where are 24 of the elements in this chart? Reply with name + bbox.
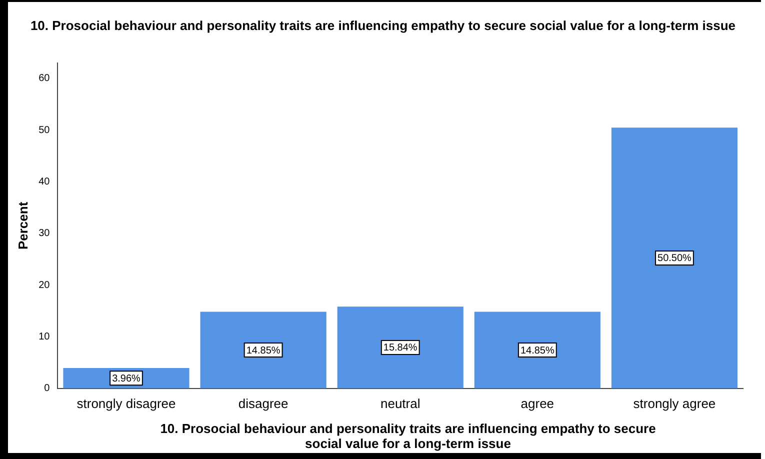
- bar: [337, 306, 464, 388]
- data-label: 14.85%: [246, 345, 280, 356]
- data-label: 15.84%: [383, 342, 418, 354]
- x-tick-label: neutral: [380, 396, 420, 411]
- x-tick-label: disagree: [238, 396, 288, 411]
- y-tick-label: 0: [44, 383, 50, 394]
- bar: [611, 128, 738, 388]
- y-tick-label: 60: [38, 73, 50, 84]
- y-tick-label: 40: [38, 176, 50, 188]
- y-tick-label: 10: [38, 332, 50, 342]
- bar: [474, 312, 600, 388]
- data-label: 14.85%: [520, 345, 554, 356]
- y-tick-label: 20: [38, 280, 50, 291]
- y-tick-label: 30: [38, 228, 50, 240]
- data-label: 3.96%: [112, 373, 141, 384]
- x-tick-label: strongly disagree: [76, 396, 176, 411]
- bar: [200, 312, 326, 388]
- chart-title: 10. Prosocial behaviour and personality traits are influencing empathy to secure social value for a long-term issue: [29, 18, 737, 33]
- y-tick-label: 50: [38, 124, 50, 136]
- x-axis-title: 10. Prosocial behaviour and personality traits are influencing empathy to secure social value for a long-term issue: [159, 421, 657, 451]
- x-tick-label: agree: [520, 396, 554, 411]
- x-tick-label: strongly agree: [633, 396, 716, 411]
- data-label: 50.50%: [658, 253, 692, 264]
- y-axis-title: Percent: [15, 201, 30, 250]
